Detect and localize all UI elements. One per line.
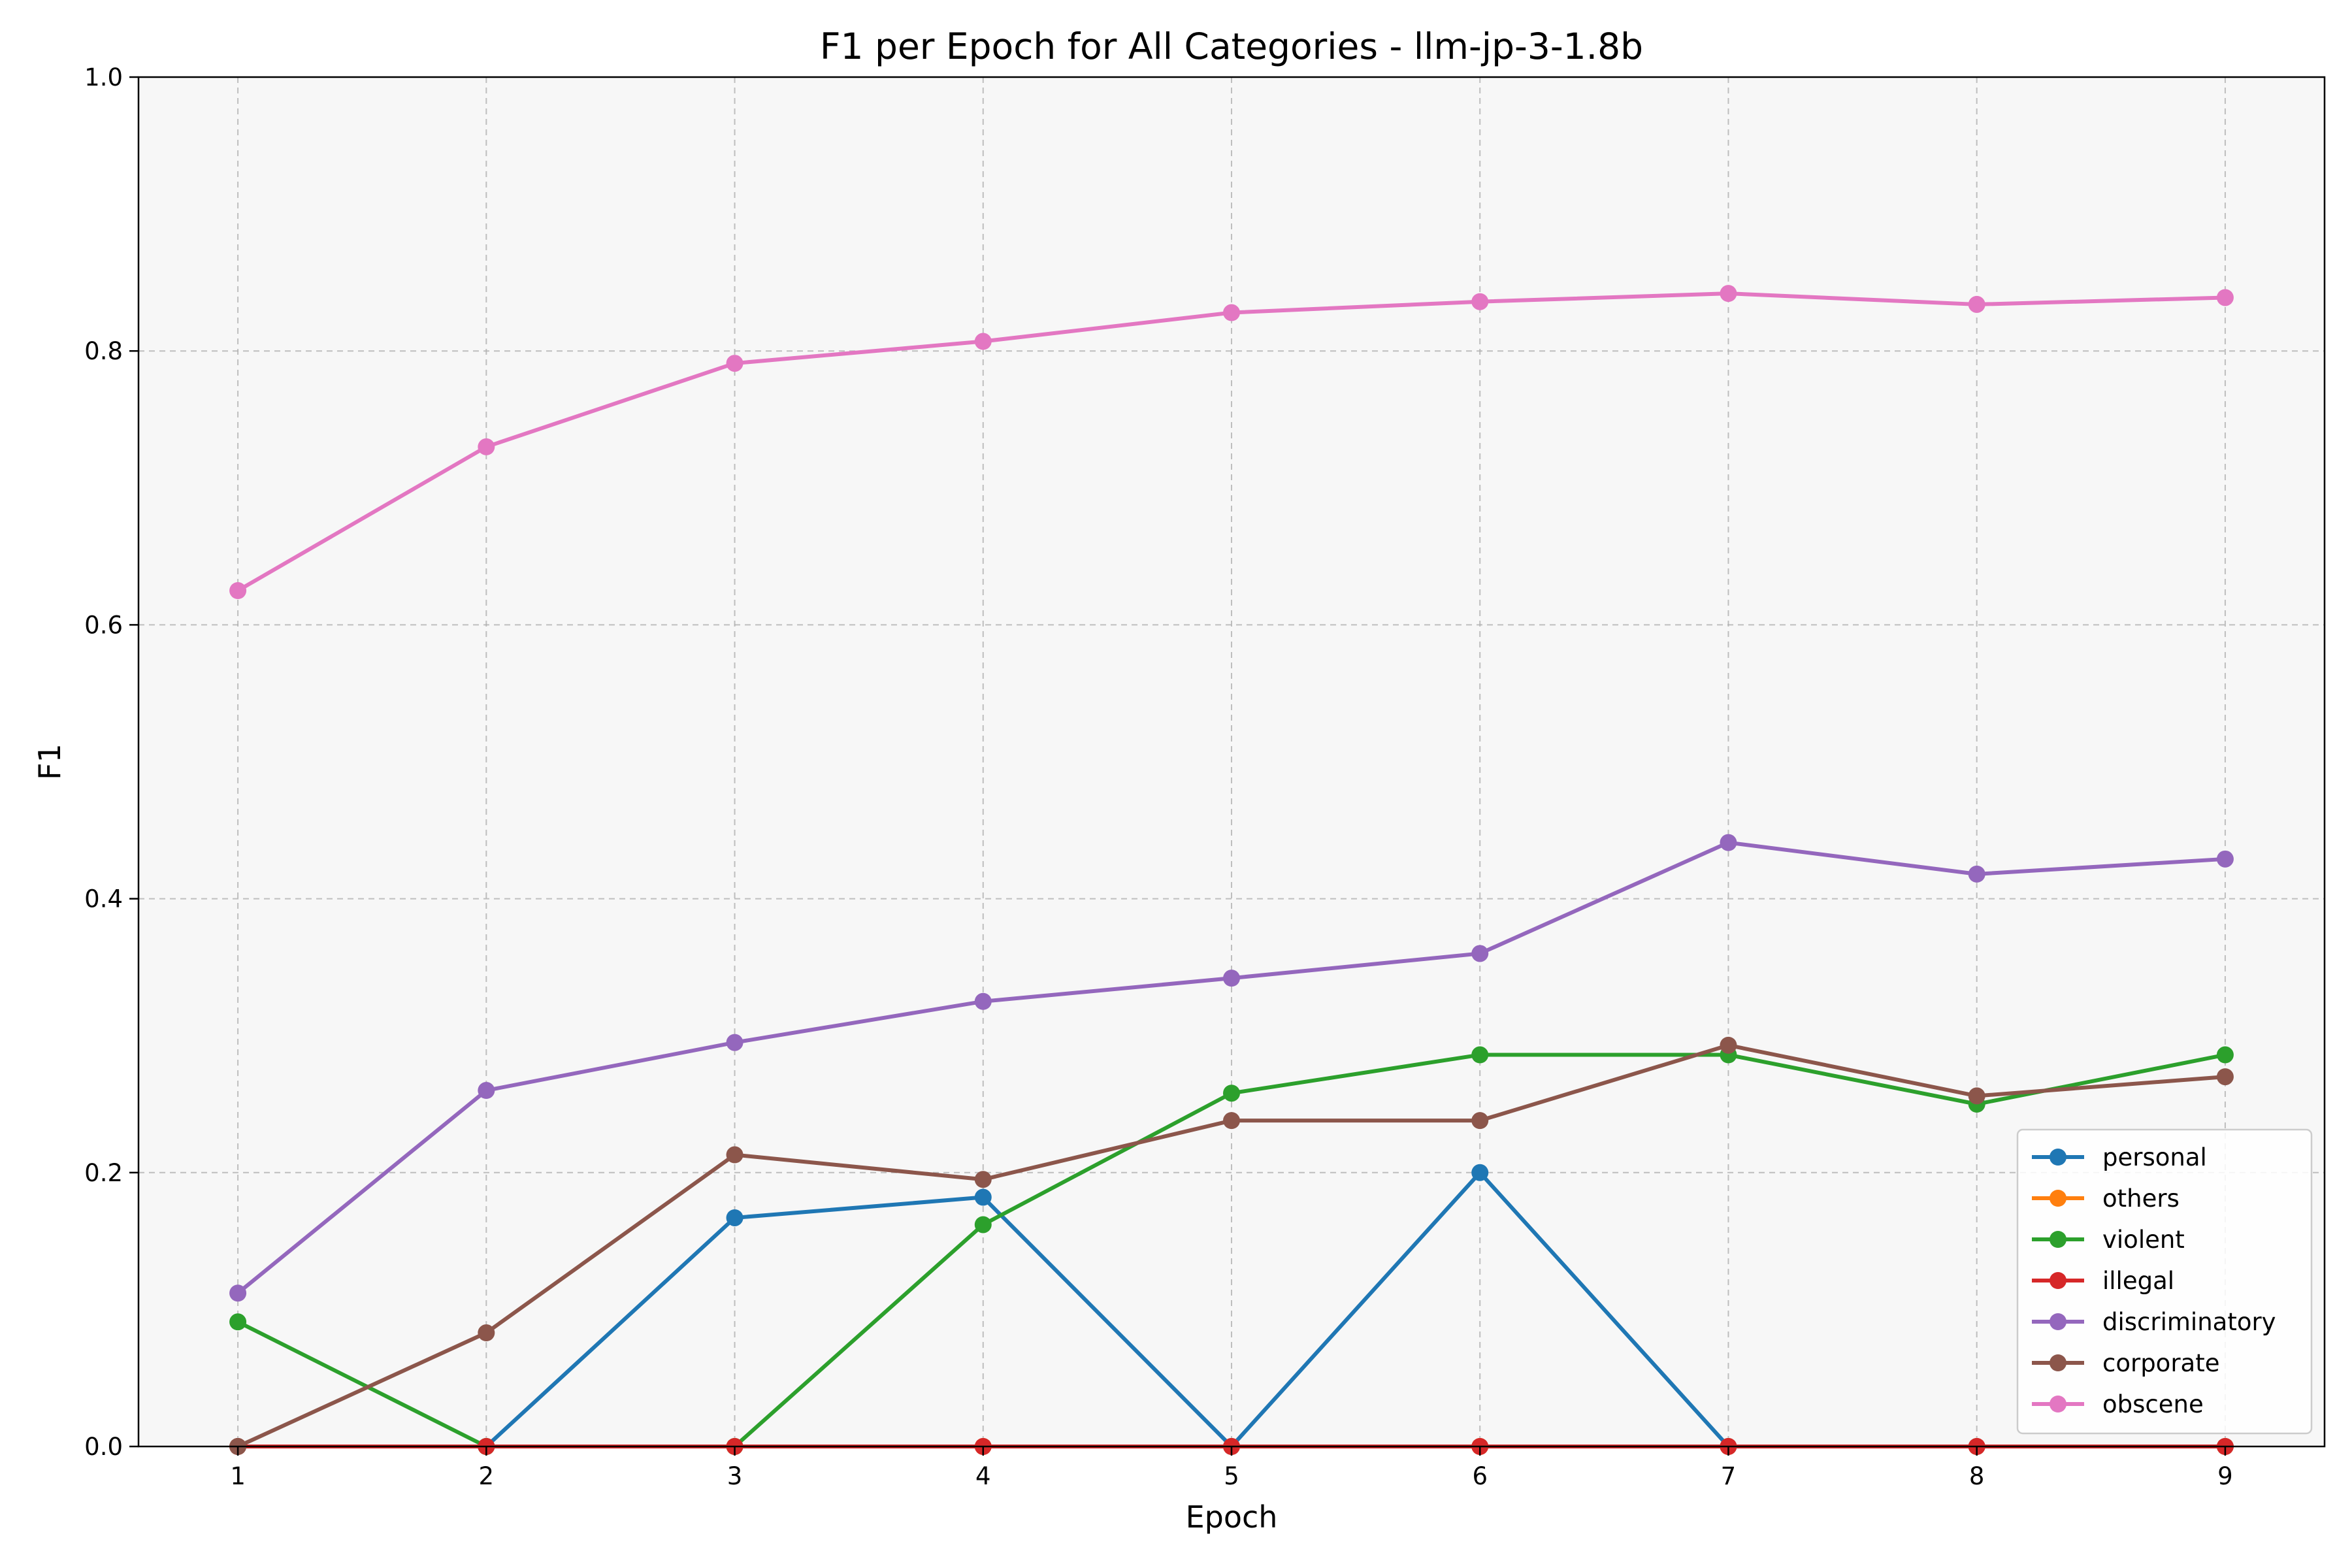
legend-label: personal bbox=[2102, 1143, 2207, 1171]
legend-item-corporate: corporate bbox=[2032, 1349, 2219, 1377]
data-point-corporate bbox=[1968, 1087, 1985, 1105]
data-point-violent bbox=[1471, 1046, 1489, 1064]
legend-label: discriminatory bbox=[2102, 1308, 2276, 1336]
legend-swatch-marker bbox=[2050, 1231, 2066, 1248]
legend-swatch-marker bbox=[2050, 1354, 2066, 1371]
data-point-corporate bbox=[974, 1171, 992, 1188]
legend-item-illegal: illegal bbox=[2032, 1267, 2174, 1295]
y-tick-label: 0.2 bbox=[84, 1159, 123, 1187]
data-point-discriminatory bbox=[1720, 834, 1737, 851]
x-tick-label: 8 bbox=[1969, 1462, 1985, 1490]
legend-item-personal: personal bbox=[2032, 1143, 2207, 1171]
data-point-obscene bbox=[229, 582, 247, 599]
data-point-violent bbox=[2216, 1046, 2234, 1064]
data-point-violent bbox=[229, 1313, 247, 1331]
legend-item-obscene: obscene bbox=[2032, 1390, 2204, 1418]
data-point-obscene bbox=[1223, 304, 1240, 321]
x-tick-label: 3 bbox=[727, 1462, 743, 1490]
x-tick-label: 2 bbox=[479, 1462, 495, 1490]
data-point-corporate bbox=[1720, 1036, 1737, 1054]
legend-label: illegal bbox=[2102, 1267, 2174, 1295]
legend-item-others: others bbox=[2032, 1184, 2180, 1213]
data-point-obscene bbox=[1720, 285, 1737, 302]
data-point-discriminatory bbox=[1471, 945, 1489, 962]
series-obscene bbox=[229, 285, 2234, 599]
legend-swatch-marker bbox=[2050, 1272, 2066, 1289]
legend-swatch-marker bbox=[2050, 1396, 2066, 1413]
x-tick-label: 1 bbox=[230, 1462, 246, 1490]
axis-ticks: 1 2 3 4 5 6 7 8 9 0.0 0.2 0.4 0.6 0.8 1.0 bbox=[84, 63, 2233, 1490]
legend-label: obscene bbox=[2102, 1390, 2204, 1418]
data-point-discriminatory bbox=[974, 992, 992, 1010]
y-tick-label: 1.0 bbox=[84, 63, 123, 91]
y-tick-label: 0.4 bbox=[84, 885, 123, 913]
chart-title: F1 per Epoch for All Categories - llm-jp… bbox=[820, 25, 1643, 67]
legend-label: corporate bbox=[2102, 1349, 2219, 1377]
data-point-personal bbox=[974, 1188, 992, 1206]
legend-label: others bbox=[2102, 1184, 2180, 1213]
data-point-violent bbox=[1223, 1085, 1240, 1102]
legend-item-discriminatory: discriminatory bbox=[2032, 1308, 2276, 1336]
x-tick-label: 9 bbox=[2217, 1462, 2233, 1490]
data-point-obscene bbox=[478, 438, 495, 455]
data-point-discriminatory bbox=[1223, 970, 1240, 987]
data-point-obscene bbox=[1471, 293, 1489, 310]
data-point-corporate bbox=[2216, 1068, 2234, 1086]
data-point-personal bbox=[726, 1209, 743, 1226]
data-point-obscene bbox=[974, 333, 992, 350]
data-point-discriminatory bbox=[726, 1034, 743, 1051]
x-tick-label: 5 bbox=[1224, 1462, 1239, 1490]
data-point-obscene bbox=[1968, 295, 1985, 313]
y-tick-label: 0.0 bbox=[84, 1433, 123, 1461]
data-point-personal bbox=[1471, 1164, 1489, 1181]
x-tick-label: 4 bbox=[975, 1462, 991, 1490]
legend-swatch-marker bbox=[2050, 1313, 2066, 1330]
legend-swatch-marker bbox=[2050, 1149, 2066, 1166]
y-tick-label: 0.6 bbox=[84, 611, 123, 639]
legend-item-violent: violent bbox=[2032, 1226, 2185, 1254]
legend: personal others violent illegal discriminato… bbox=[2016, 1128, 2313, 1435]
y-axis-label: F1 bbox=[32, 743, 67, 780]
data-point-discriminatory bbox=[1968, 865, 1985, 883]
series-corporate bbox=[229, 1036, 2234, 1455]
x-tick-label: 7 bbox=[1721, 1462, 1737, 1490]
data-point-violent bbox=[974, 1216, 992, 1233]
data-point-obscene bbox=[726, 355, 743, 372]
data-point-corporate bbox=[1471, 1112, 1489, 1130]
data-point-discriminatory bbox=[2216, 850, 2234, 868]
x-tick-label: 6 bbox=[1472, 1462, 1488, 1490]
series-discriminatory bbox=[229, 834, 2234, 1302]
data-point-corporate bbox=[1223, 1112, 1240, 1130]
data-point-corporate bbox=[478, 1324, 495, 1342]
x-axis-label: Epoch bbox=[1186, 1499, 1278, 1535]
legend-box bbox=[2016, 1128, 2313, 1435]
data-point-obscene bbox=[2216, 289, 2234, 306]
data-point-discriminatory bbox=[229, 1284, 247, 1302]
y-tick-label: 0.8 bbox=[84, 337, 123, 365]
data-point-corporate bbox=[726, 1146, 743, 1164]
data-point-discriminatory bbox=[478, 1082, 495, 1100]
legend-swatch-marker bbox=[2050, 1190, 2066, 1207]
legend-label: violent bbox=[2102, 1226, 2185, 1254]
